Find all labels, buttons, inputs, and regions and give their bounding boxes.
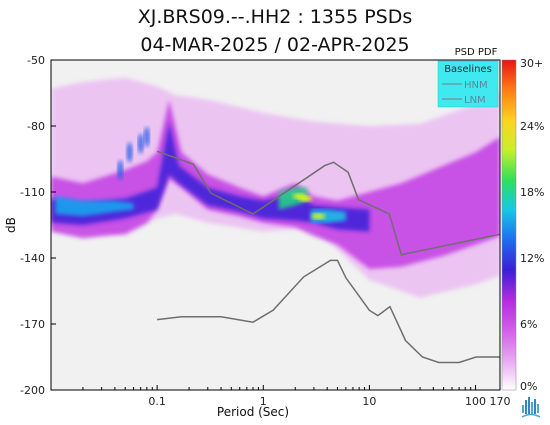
chart-subtitle: 04-MAR-2025 / 02-APR-2025 [140,34,410,56]
psd-spike [126,142,133,163]
legend-title: Baselines [444,64,492,75]
colorbar-tick-label: 12% [520,252,544,265]
y-tick-label: -140 [20,252,45,265]
legend: Baselines HNM LNM [437,60,499,108]
psd-spike [137,133,144,154]
psd-spike [117,160,124,180]
x-tick-label: 170 [490,395,511,408]
colorbar-label: PSD PDF [455,47,498,58]
x-axis-label: Period (Sec) [217,405,289,419]
x-tick-label: 100 [465,395,486,408]
x-tick-label: 10 [362,395,376,408]
y-axis-label: dB [4,217,18,233]
psd-ridge-high [310,209,346,223]
psd-density [51,77,500,298]
psd-spike [143,127,150,147]
y-axis: -50 -80 -110 -140 -170 -200 [20,54,56,397]
psd-peak-spot [311,213,326,220]
y-tick-label: -170 [20,318,45,331]
legend-lnm-label: LNM [464,95,486,106]
psd-ridge-low [55,196,134,217]
y-tick-label: -80 [27,120,45,133]
psd-main-band [51,99,500,269]
psd-ridge-mid [278,187,308,210]
plot-frame [50,59,501,391]
colorbar-tick-label: 18% [520,186,544,199]
logo-icon [521,397,541,418]
colorbar-tick-label: 0% [520,380,537,393]
legend-hnm-label: HNM [464,80,488,91]
lnm-baseline-line [157,259,500,364]
baseline-curves [156,150,500,364]
colorbar-ticks: 30+ 24% 18% 12% 6% 0% [520,57,544,393]
colorbar-tick-label: 24% [520,120,544,133]
x-tick-label: 1 [260,395,267,408]
x-axis: 0.1 1 10 100 170 [82,385,511,408]
colorbar [501,59,517,391]
y-tick-label: -50 [27,54,45,67]
y-tick-label: -110 [20,186,45,199]
psd-peak-spot [298,195,313,202]
y-tick-label: -200 [20,384,45,397]
chart-title: XJ.BRS09.--.HH2 : 1355 PSDs [137,6,413,28]
hnm-baseline-line [156,150,500,256]
colorbar-tick-label: 30+ [520,57,543,70]
x-tick-label: 0.1 [148,395,166,408]
colorbar-tick-label: 6% [520,318,537,331]
